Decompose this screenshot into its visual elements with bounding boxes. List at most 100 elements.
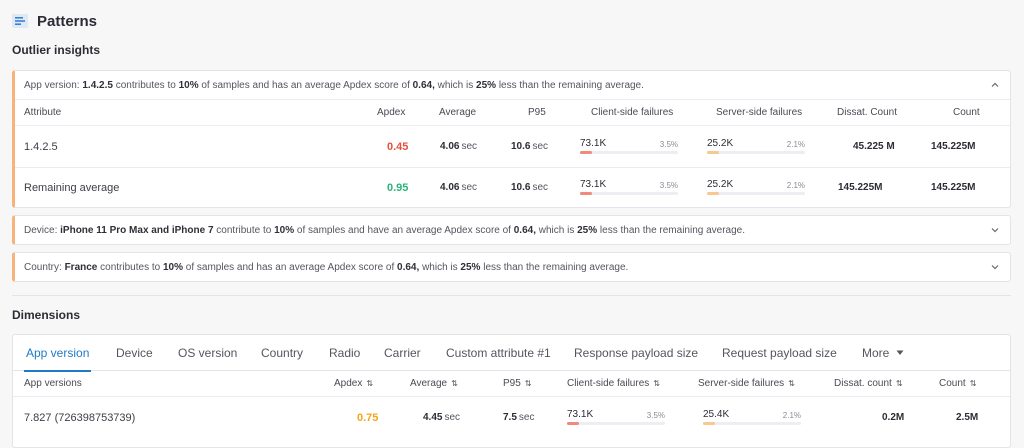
col-server-failures: Server-side failures: [716, 107, 803, 118]
section-divider: [12, 295, 1011, 296]
sort-icon: ⇅: [366, 379, 374, 388]
row-apdex: 0.75: [357, 411, 379, 424]
server-failures-value: 25.2K: [707, 137, 734, 149]
client-failures-pct: 3.5%: [646, 410, 665, 420]
col-average-label: Average: [410, 378, 448, 389]
row-dissat-count: 0.2M: [882, 412, 905, 423]
tab-response-payload-size[interactable]: Response payload size: [574, 346, 699, 360]
server-failures-bar: [707, 150, 719, 154]
outlier-card-app-version: App version: 1.4.2.5 contributes to 10% …: [12, 70, 1011, 208]
card-text: of samples and have an average Apdex sco…: [296, 224, 511, 236]
client-failures-bar: [580, 191, 592, 195]
page-title: Patterns: [37, 12, 98, 30]
row-average-unit: sec: [444, 412, 461, 423]
row-average: 4.06: [440, 182, 460, 193]
dimensions-tabs: App version Device OS version Country Ra…: [13, 335, 1010, 372]
col-client-failures[interactable]: Client-side failures ⇅: [567, 371, 660, 396]
col-dissat-count: Dissat. Count: [837, 107, 898, 118]
server-failures-pct: 2.1%: [782, 410, 801, 420]
col-apdex-label: Apdex: [334, 378, 363, 389]
sort-icon: ⇅: [653, 379, 660, 388]
server-failures-meter: 25.2K 2.1%: [707, 177, 805, 199]
card-text: which is: [437, 79, 474, 91]
row-app-version: 7.827 (726398753739): [24, 411, 136, 424]
client-failures-meter: 73.1K 3.5%: [567, 407, 665, 429]
row-p95-unit: sec: [532, 182, 549, 193]
client-failures-value: 73.1K: [580, 137, 607, 149]
card-text: which is: [422, 261, 458, 273]
server-failures-value: 25.4K: [703, 408, 730, 420]
col-count-label: Count: [939, 378, 966, 389]
sort-icon: ⇅: [969, 379, 977, 388]
card-score: 0.64,: [513, 224, 536, 236]
card-pct: 10%: [178, 79, 199, 91]
card-text: less than the remaining average.: [498, 79, 644, 91]
client-failures-meter: 73.1K 3.5%: [580, 136, 678, 158]
client-failures-value: 73.1K: [567, 408, 594, 420]
col-dissat-count[interactable]: Dissat. count ⇅: [834, 371, 903, 396]
tab-custom-attribute-1[interactable]: Custom attribute #1: [446, 346, 551, 360]
tab-more[interactable]: More: [862, 335, 904, 371]
dimensions-panel: App version Device OS version Country Ra…: [12, 334, 1011, 448]
row-p95-unit: sec: [532, 141, 549, 152]
card-text: contributes to: [100, 261, 161, 273]
tab-country[interactable]: Country: [261, 346, 304, 360]
col-app-versions[interactable]: App versions: [24, 378, 82, 389]
row-attribute: Remaining average: [24, 181, 120, 194]
table-row[interactable]: 7.827 (726398753739) 0.75 4.45 sec 7.5 sec…: [13, 396, 1010, 438]
client-failures-pct: 3.5%: [659, 180, 678, 190]
outlier-card-country-header[interactable]: Country: France contributes to 10% of sa…: [15, 253, 1010, 281]
tab-os-version[interactable]: OS version: [178, 346, 238, 360]
col-attribute: Attribute: [24, 107, 62, 118]
table-row[interactable]: 1.4.2.5 0.45 4.06 sec 10.6 sec 73.1K 3.5% …: [15, 125, 1010, 167]
row-count: 145.225M: [931, 141, 976, 152]
tab-app-version[interactable]: App version: [23, 335, 92, 372]
card-delta: 25%: [577, 224, 598, 236]
col-count: Count: [953, 107, 980, 118]
col-apdex[interactable]: Apdex ⇅: [334, 371, 373, 396]
row-p95: 10.6: [511, 141, 531, 152]
server-failures-bar: [707, 191, 719, 195]
row-average: 4.45: [423, 412, 443, 423]
col-count[interactable]: Count ⇅: [939, 371, 976, 396]
col-p95: P95: [528, 107, 546, 118]
outlier-insights-title: Outlier insights: [12, 43, 101, 57]
chevron-up-icon[interactable]: [990, 80, 1000, 90]
row-p95: 10.6: [511, 182, 531, 193]
chevron-down-icon[interactable]: [990, 225, 1000, 235]
outlier-card-device-header[interactable]: Device: iPhone 11 Pro Max and iPhone 7 c…: [15, 216, 1010, 244]
server-failures-value: 25.2K: [707, 178, 734, 190]
tab-carrier[interactable]: Carrier: [384, 346, 421, 360]
card-value: 1.4.2.5: [82, 79, 113, 91]
col-average[interactable]: Average ⇅: [410, 371, 458, 396]
card-text: contribute to: [216, 224, 272, 236]
table-row[interactable]: Remaining average 0.95 4.06 sec 10.6 sec 7…: [15, 167, 1010, 207]
col-server-failures-label: Server-side failures: [698, 378, 785, 389]
tab-device[interactable]: Device: [116, 346, 153, 360]
tab-request-payload-size[interactable]: Request payload size: [722, 346, 837, 360]
col-p95[interactable]: P95 ⇅: [503, 371, 532, 396]
card-text: less than the remaining average.: [599, 224, 746, 236]
server-failures-meter: 25.2K 2.1%: [707, 136, 805, 158]
col-average: Average: [439, 107, 477, 118]
col-client-failures-label: Client-side failures: [567, 378, 650, 389]
card-score: 0.64,: [412, 79, 435, 91]
card-delta: 25%: [460, 261, 481, 273]
server-failures-meter: 25.4K 2.1%: [703, 407, 801, 429]
row-p95-unit: sec: [518, 412, 535, 423]
client-failures-bar: [567, 421, 579, 425]
client-failures-pct: 3.5%: [659, 139, 678, 149]
outlier-card-device: Device: iPhone 11 Pro Max and iPhone 7 c…: [12, 215, 1011, 245]
outlier-card-country: Country: France contributes to 10% of sa…: [12, 252, 1011, 282]
chevron-down-icon[interactable]: [990, 262, 1000, 272]
row-count: 145.225M: [931, 182, 976, 193]
col-server-failures[interactable]: Server-side failures ⇅: [698, 371, 795, 396]
dimensions-table-header: App versions Apdex ⇅ Average ⇅ P95 ⇅ Client…: [13, 371, 1010, 396]
tab-radio[interactable]: Radio: [329, 346, 361, 360]
outlier-card-app-version-header[interactable]: App version: 1.4.2.5 contributes to 10% …: [15, 71, 1010, 99]
row-apdex: 0.45: [387, 140, 409, 153]
card-label: Device:: [24, 224, 58, 236]
client-failures-meter: 73.1K 3.5%: [580, 177, 678, 199]
card-value: iPhone 11 Pro Max and iPhone 7: [60, 224, 214, 236]
caret-down-icon: [896, 350, 904, 355]
